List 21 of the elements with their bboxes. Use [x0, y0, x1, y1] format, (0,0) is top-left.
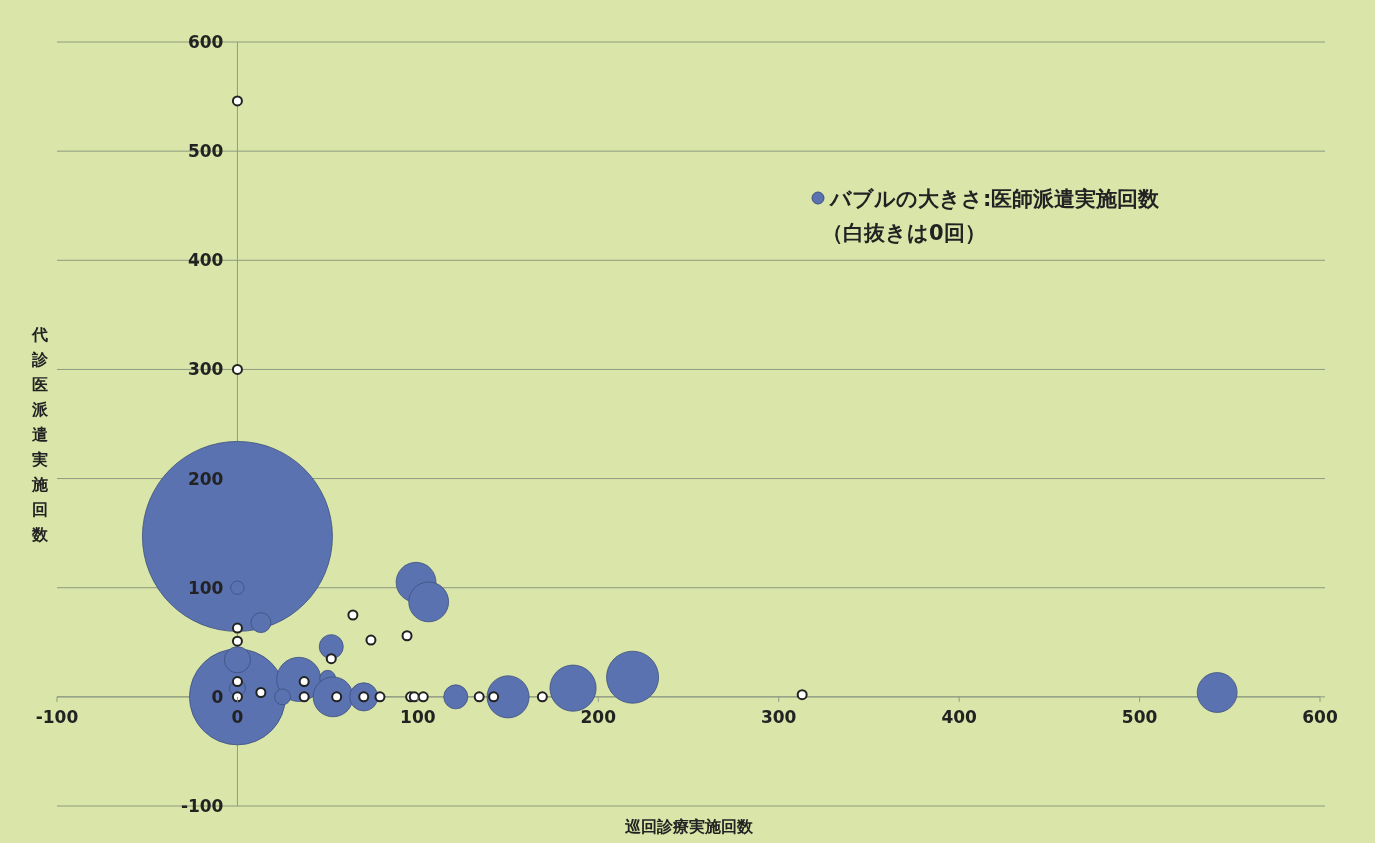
x-tick-label: -100: [35, 706, 79, 727]
annotation: （白抜きは0回）: [822, 221, 986, 245]
y-tick-label: 200: [187, 468, 224, 489]
x-tick-label: 200: [580, 706, 617, 727]
y-tick-label: 400: [187, 250, 224, 271]
y-tick-label: -100: [180, 796, 224, 816]
y-tick-label: 300: [187, 359, 224, 380]
y-tick-label: 100: [187, 577, 224, 598]
legend: バブルの大きさ:医師派遣実施回数 （白抜きは0回）: [811, 187, 1160, 245]
x-tick-label: 500: [1121, 706, 1158, 727]
y-tick-label: 600: [187, 32, 224, 52]
x-axis-title: 巡回診療実施回数: [623, 817, 754, 836]
legend-label: バブルの大きさ:医師派遣実施回数: [829, 187, 1161, 211]
x-tick-label: 100: [400, 706, 436, 727]
x-tick-label: 300: [760, 706, 797, 727]
text: 代診医派遣実施回数: [32, 325, 48, 544]
x-tick-label: 400: [941, 706, 978, 727]
x-tick-label: 0: [231, 706, 244, 727]
y-tick-label: 0: [211, 686, 224, 707]
y-tick-label: 500: [187, 141, 224, 162]
x-tick-label: 600: [1302, 706, 1338, 727]
